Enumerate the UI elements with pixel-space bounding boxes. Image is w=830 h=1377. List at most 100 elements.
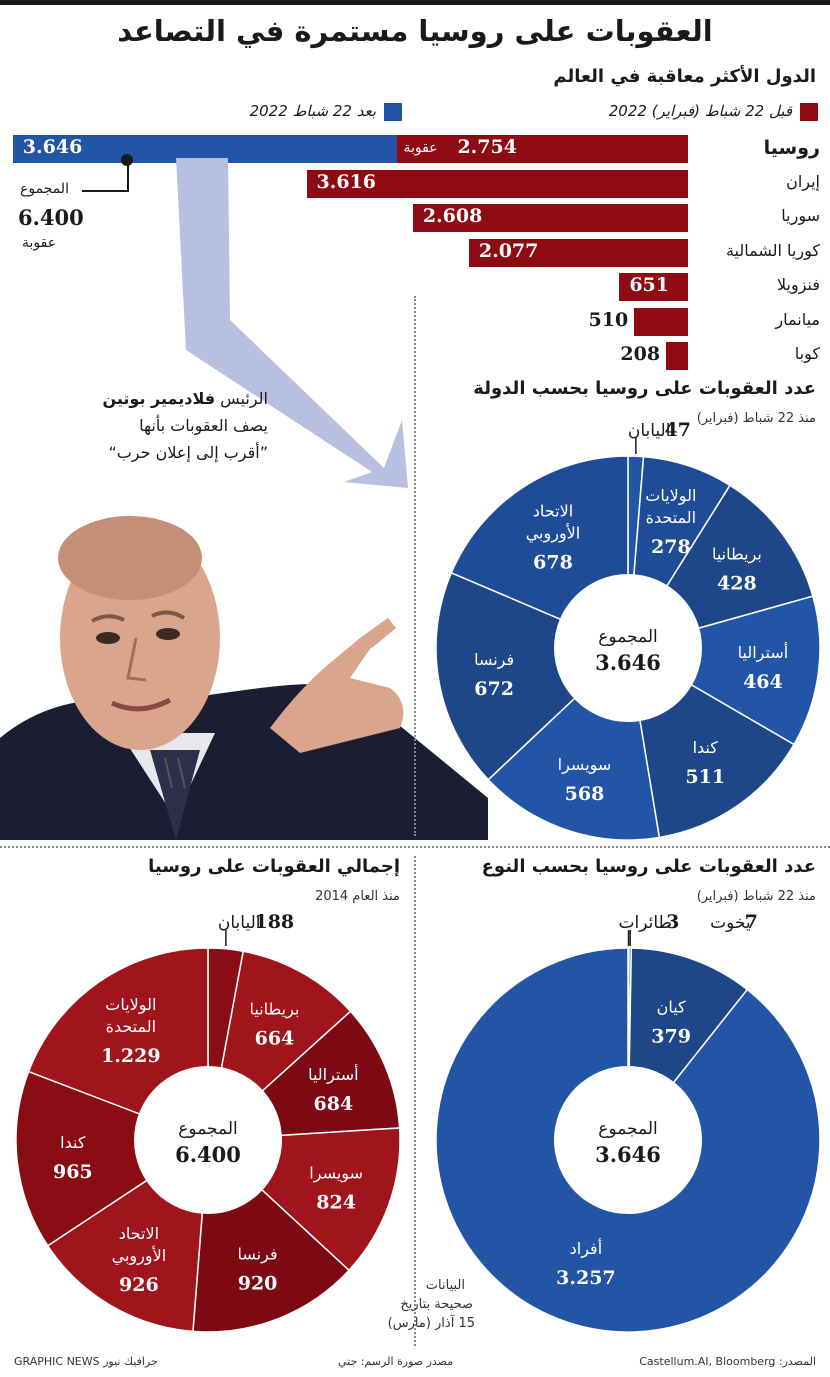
pie-chart-total: 188اليابان بريطانيا 664 أستراليا 684 سويسرا 82… — [15, 911, 401, 1333]
pie-slice — [626, 595, 821, 746]
pie-country-title: عدد العقوبات على روسيا بحسب الدولة — [473, 378, 816, 399]
quote-name: فلاديمير بوتين — [102, 389, 216, 408]
bar-unit-label: عقوبة — [403, 140, 438, 156]
pie-slice-value: 965 — [53, 1161, 93, 1183]
pie-slice-label: الولايات — [105, 995, 156, 1015]
pie-slice-value: 3.257 — [556, 1267, 616, 1289]
pie-total-subtitle: منذ العام 2014 — [315, 889, 400, 904]
pie-total-title: إجمالي العقوبات على روسيا — [148, 856, 400, 877]
quote-prefix: الرئيس — [220, 389, 268, 408]
bar-before-2 — [412, 204, 688, 232]
pie-slice — [435, 571, 630, 781]
data-note-2: صحيحة بتاريخ — [400, 1297, 473, 1312]
data-note-1: البيانات — [425, 1278, 465, 1293]
pie-slice-value: 926 — [119, 1274, 159, 1296]
total-leader-line — [127, 160, 129, 192]
pie-slice-label: كندا — [693, 738, 719, 757]
pie-slice-label: كيان — [657, 997, 686, 1016]
pie-outside-value: 7 — [745, 911, 758, 933]
pie-slice-value: 464 — [743, 671, 783, 693]
bar-category-label: كوبا — [794, 344, 820, 363]
total-label: المجموع — [20, 181, 69, 197]
top-rule — [0, 0, 830, 5]
pie-chart-by-type: 3طائرات 7يخوت كيان 379 أفراد 3.257 المجموع 3.64… — [435, 911, 821, 1333]
pie-slice-value: 568 — [565, 783, 605, 805]
footer-brand: جرافيك نيوز GRAPHIC NEWS — [14, 1355, 158, 1368]
bar-after-value-label: 3.646 — [22, 136, 83, 158]
total-unit: عقوبة — [22, 235, 57, 251]
pie-outside-value: 47 — [664, 419, 690, 441]
pie-slice-label: المتحدة — [646, 508, 697, 527]
legend-after-swatch — [384, 103, 402, 121]
pie-slice-value: 824 — [316, 1192, 356, 1214]
bar-category-label: فنزويلا — [776, 275, 820, 294]
bar-section-title: الدول الأكثر معاقبة في العالم — [553, 66, 816, 87]
pie-slice-label: الاتحاد — [533, 502, 573, 521]
bar-before-5 — [634, 307, 688, 336]
pie-slice-value: 684 — [314, 1093, 354, 1115]
pie-slice-label: أفراد — [570, 1238, 603, 1259]
pie-slice-label: المتحدة — [106, 1017, 157, 1036]
pie-type-subtitle: منذ 22 شباط (فبراير) — [696, 889, 816, 904]
pie-slice-value: 278 — [651, 536, 691, 558]
pie-outside-label: 7يخوت — [710, 911, 758, 933]
pie-outside-label: 3طائرات — [619, 911, 680, 933]
bar-before-1 — [306, 169, 688, 198]
bar-category-label: سوريا — [781, 206, 820, 225]
flow-arrow-shape — [176, 158, 408, 488]
pie-country-subtitle: منذ 22 شباط (فبراير) — [696, 411, 816, 426]
putin-quote: الرئيس فلاديمير بوتين — [102, 385, 268, 412]
pie-slice — [15, 1070, 210, 1247]
pie-center-value: 3.646 — [595, 1142, 661, 1167]
pie-type-title: عدد العقوبات على روسيا بحسب النوع — [481, 856, 816, 877]
pie-slice — [435, 947, 821, 1333]
bar-before-3 — [468, 238, 688, 267]
bar-chart: روسيا 2.754 3.646 عقوبة إيران 3.616 سوريا 2.608… — [0, 132, 830, 372]
pie-slice-label: فرنسا — [238, 1245, 278, 1265]
pie-slice-label: بريطانيا — [250, 999, 300, 1019]
bar-category-label: إيران — [786, 171, 820, 191]
pie-slice-label: الأوروبي — [526, 523, 581, 544]
pie-slice-label: الاتحاد — [119, 1224, 159, 1243]
pie-slice-value: 428 — [717, 573, 757, 595]
pie-center-hole — [134, 1066, 282, 1214]
pie-slice-label: فرنسا — [474, 650, 514, 670]
total-leader-dot — [121, 154, 133, 166]
separator-vertical-top — [414, 296, 416, 836]
pie-slice-label: الولايات — [645, 486, 696, 506]
data-note-3: 15 آذار (مارس) — [387, 1316, 475, 1331]
pie-outside-value: 3 — [666, 911, 679, 933]
pie-slice-value: 664 — [255, 1027, 295, 1049]
page-title: العقوبات على روسيا مستمرة في التصاعد — [117, 14, 713, 48]
pie-slice-label: كندا — [60, 1133, 86, 1152]
pie-slice-label: سويسرا — [309, 1164, 363, 1184]
pie-slice-value: 920 — [238, 1273, 278, 1295]
pie-outside-name: اليابان — [218, 913, 261, 933]
pie-outside-name: اليابان — [628, 421, 671, 441]
pie-outside-label: 188اليابان — [218, 911, 294, 933]
quote-line-2: يصف العقوبات بأنها — [139, 416, 268, 435]
pie-slice-value: 672 — [474, 678, 514, 700]
footer-photo-credit: مصدر صورة الرسم: جتي — [338, 1355, 454, 1368]
pie-slice-value: 511 — [685, 766, 725, 788]
bar-category-label: كوريا الشمالية — [725, 240, 820, 260]
bar-before-4 — [619, 273, 688, 301]
bar-category-label: ميانمار — [775, 309, 820, 329]
footer-source: المصدر: Castellum.AI, Bloomberg — [639, 1355, 816, 1368]
pie-center-hole — [554, 1066, 702, 1214]
pie-outside-label: 47اليابان — [628, 419, 691, 441]
pie-slice-value: 678 — [533, 552, 573, 574]
bar-value-label: 651 — [629, 274, 669, 296]
total-value: 6.400 — [18, 205, 84, 230]
pie-outside-name: يخوت — [710, 913, 751, 933]
pie-slice-label: أستراليا — [308, 1064, 359, 1085]
pie-outside-value: 188 — [254, 911, 294, 933]
bar-value-label: 2.608 — [422, 205, 483, 227]
pie-center-value: 6.400 — [175, 1142, 241, 1167]
pie-chart-by-country: 47اليابان الولايات المتحدة 278 بريطانيا 428 أس… — [435, 419, 821, 841]
pie-slice-value: 1.229 — [101, 1045, 161, 1067]
legend-before-label: قبل 22 شباط (فبراير) 2022 — [608, 102, 792, 120]
pie-slice-label: سويسرا — [558, 755, 612, 775]
bar-before-6 — [666, 342, 688, 370]
pie-slice-value: 379 — [651, 1025, 691, 1047]
